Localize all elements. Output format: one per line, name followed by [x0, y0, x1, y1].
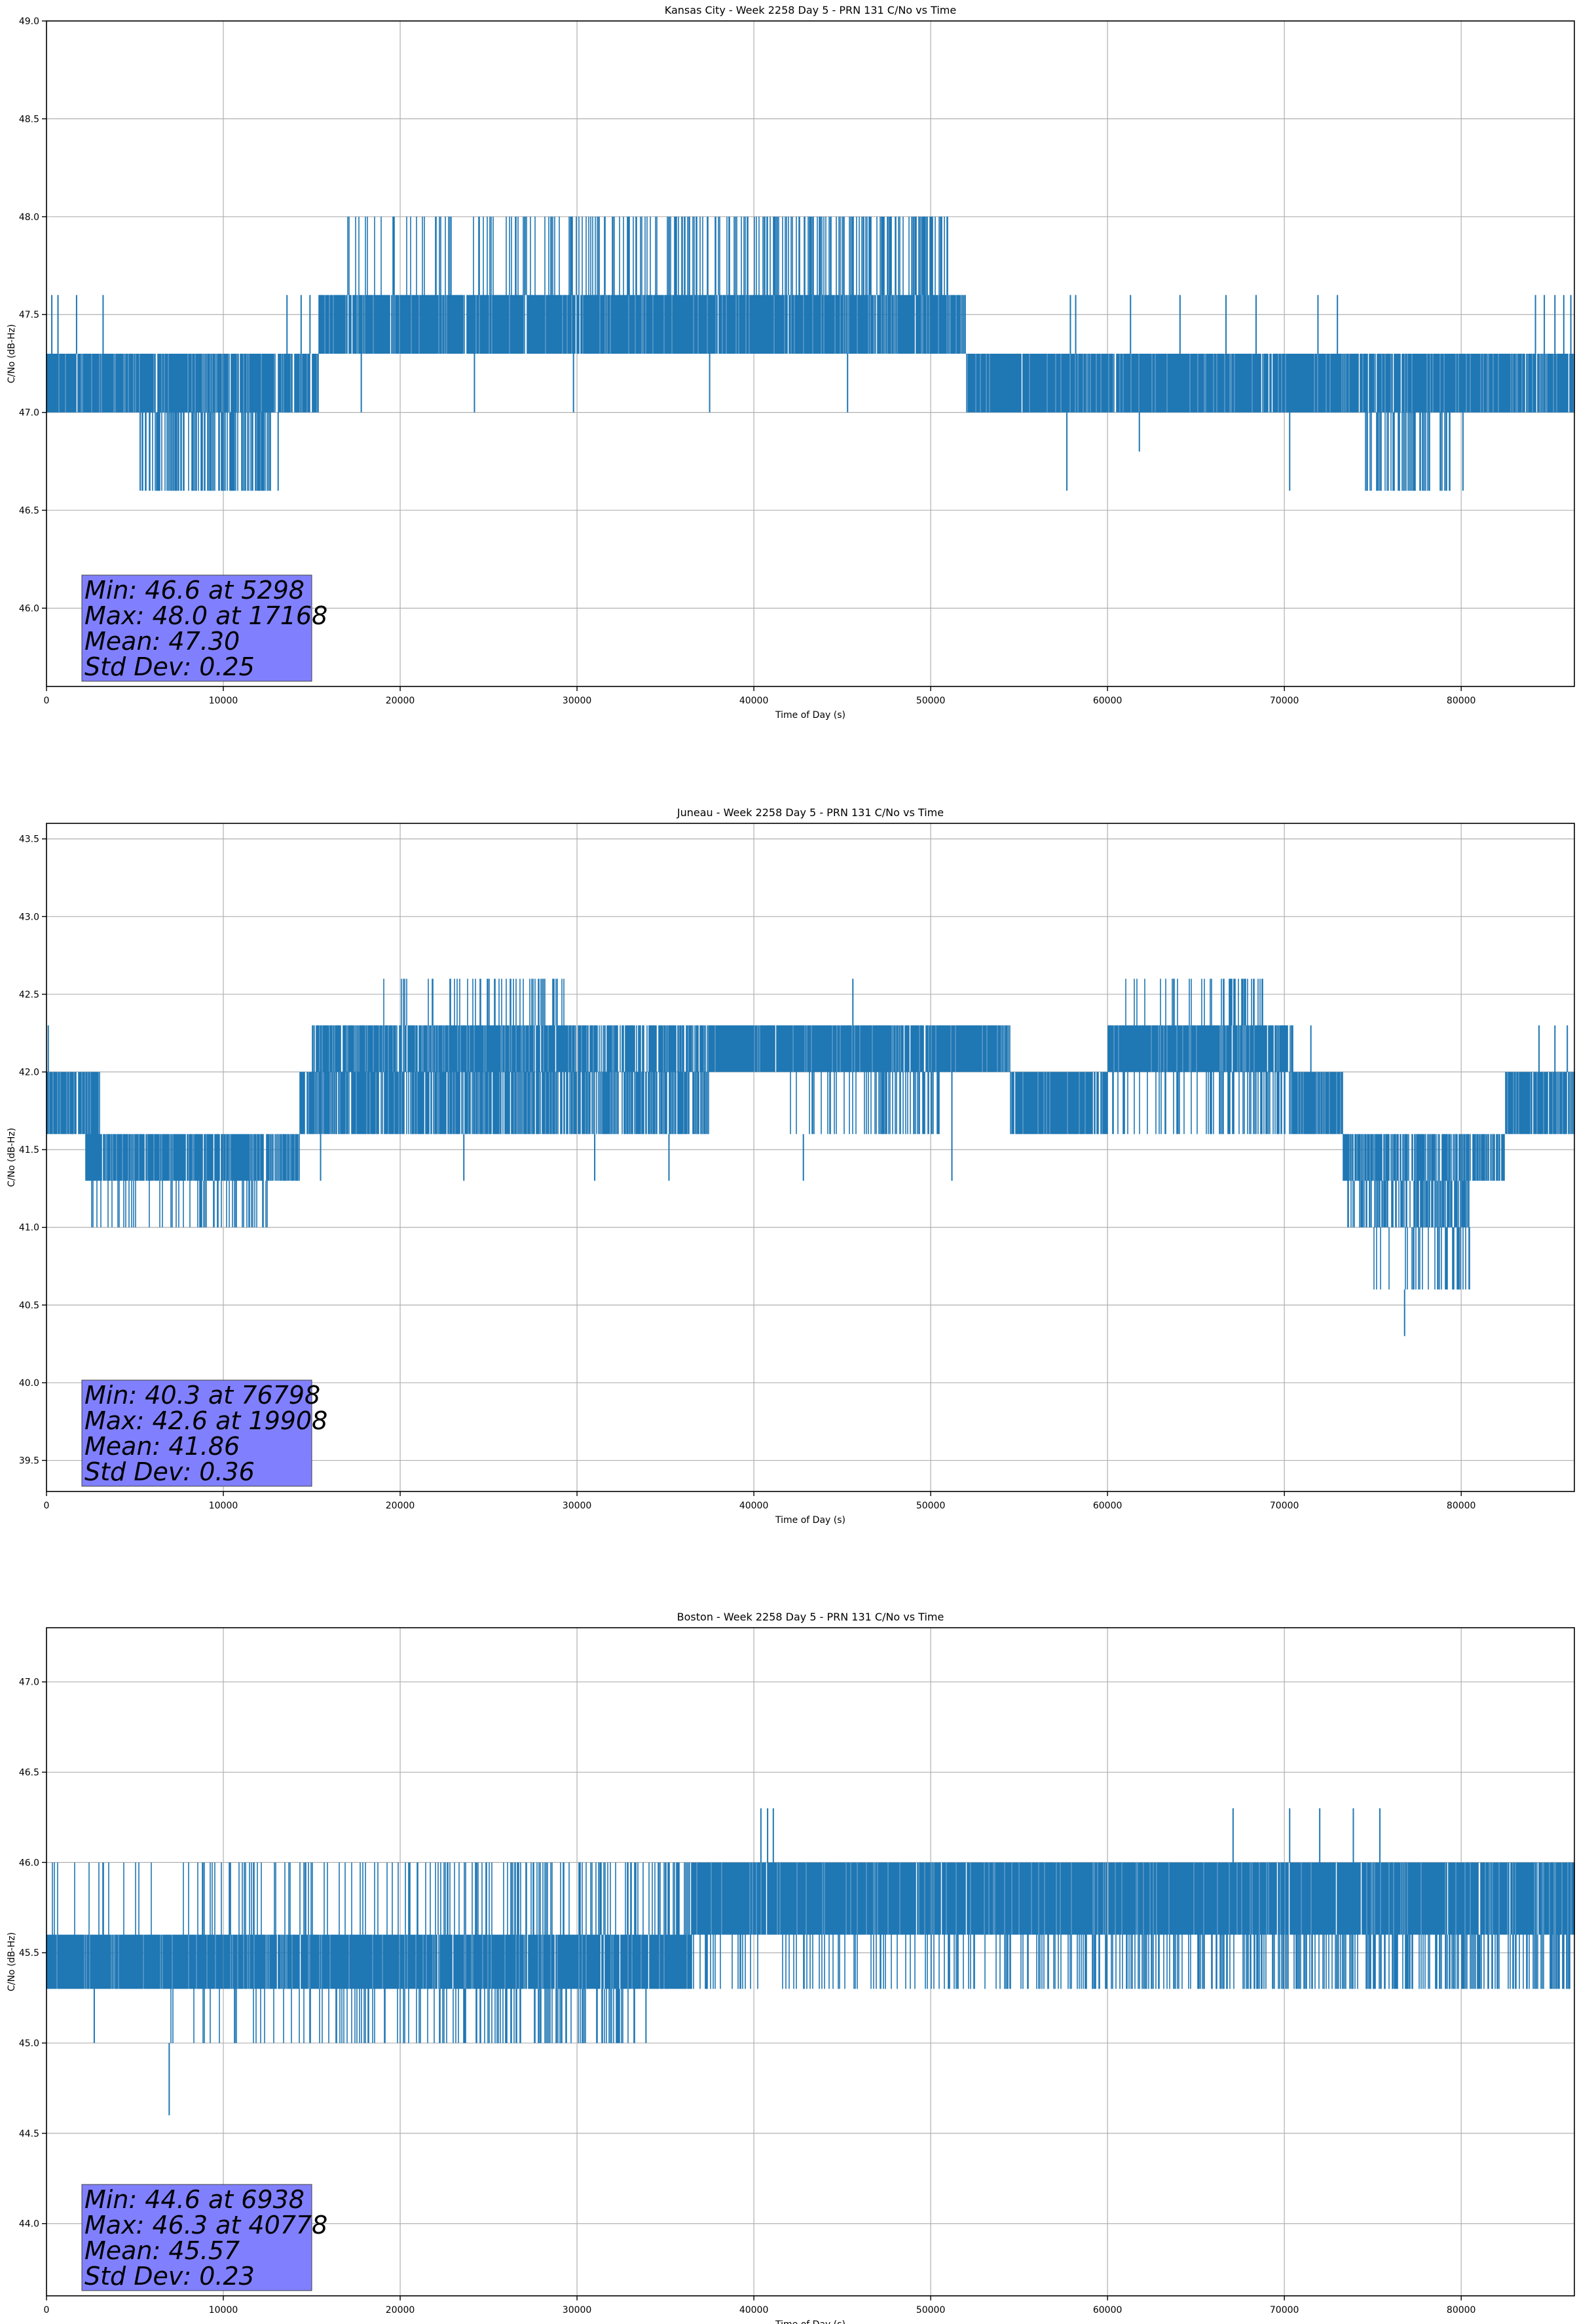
stats-line: Min: 44.6 at 6938	[84, 2185, 305, 2214]
y-axis-label: C/No (dB-Hz)	[7, 1932, 17, 1991]
y-tick-label: 41.0	[19, 1223, 39, 1233]
x-tick-label: 30000	[563, 1501, 592, 1511]
y-tick-label: 42.0	[19, 1068, 39, 1078]
x-tick-label: 40000	[739, 2305, 769, 2315]
stats-box-background	[81, 2184, 312, 2291]
chart-title: Juneau - Week 2258 Day 5 - PRN 131 C/No …	[677, 806, 944, 819]
x-tick-label: 10000	[209, 1501, 238, 1511]
axes-frame	[46, 1627, 1575, 2296]
y-tick-label: 39.5	[19, 1456, 39, 1467]
stats-line: Std Dev: 0.23	[84, 2262, 255, 2291]
x-tick-label: 40000	[739, 696, 769, 706]
x-tick-label: 70000	[1270, 696, 1299, 706]
x-tick-label: 10000	[209, 2305, 238, 2315]
stats-line: Min: 46.6 at 5298	[84, 576, 305, 605]
x-tick-label: 30000	[563, 2305, 592, 2315]
x-tick-label: 40000	[739, 1501, 769, 1511]
x-tick-label: 20000	[386, 696, 415, 706]
stats-line: Mean: 47.30	[84, 627, 240, 656]
chart-title: Kansas City - Week 2258 Day 5 - PRN 131 …	[665, 4, 956, 16]
y-tick-label: 48.5	[19, 114, 39, 124]
x-tick-label: 60000	[1093, 696, 1122, 706]
x-tick-label: 50000	[916, 2305, 946, 2315]
y-tick-label: 41.5	[19, 1145, 39, 1155]
x-tick-label: 80000	[1447, 1501, 1476, 1511]
x-tick-label: 60000	[1093, 2305, 1122, 2315]
chart-title: Boston - Week 2258 Day 5 - PRN 131 C/No …	[677, 1611, 944, 1623]
stats-line: Std Dev: 0.36	[84, 1457, 255, 1486]
y-tick-label: 49.0	[19, 16, 39, 27]
y-tick-label: 45.0	[19, 2038, 39, 2049]
stats-line: Max: 46.3 at 40778	[84, 2211, 327, 2240]
y-tick-label: 42.5	[19, 990, 39, 1000]
y-tick-label: 48.0	[19, 212, 39, 223]
x-tick-label: 50000	[916, 696, 946, 706]
x-tick-label: 60000	[1093, 1501, 1122, 1511]
x-tick-label: 70000	[1270, 1501, 1299, 1511]
stats-line: Mean: 45.57	[84, 2236, 240, 2265]
y-tick-label: 40.5	[19, 1300, 39, 1311]
x-axis-label: Time of Day (s)	[775, 710, 845, 721]
stats-line: Min: 40.3 at 76798	[84, 1381, 320, 1410]
x-axis-label: Time of Day (s)	[775, 2319, 845, 2324]
x-tick-label: 20000	[386, 1501, 415, 1511]
x-tick-label: 30000	[563, 696, 592, 706]
y-tick-label: 47.0	[19, 1677, 39, 1688]
x-tick-label: 80000	[1447, 2305, 1476, 2315]
x-tick-label: 20000	[386, 2305, 415, 2315]
stats-line: Mean: 41.86	[84, 1432, 240, 1461]
x-tick-label: 0	[44, 1501, 50, 1511]
y-tick-label: 43.0	[19, 912, 39, 922]
x-tick-label: 0	[44, 696, 50, 706]
stats-box-background	[81, 1379, 312, 1487]
stats-line: Std Dev: 0.25	[84, 652, 255, 681]
axes-frame	[46, 823, 1575, 1492]
x-axis-label: Time of Day (s)	[775, 1515, 845, 1526]
y-tick-label: 47.5	[19, 310, 39, 320]
y-tick-label: 46.0	[19, 1858, 39, 1868]
stats-line: Max: 48.0 at 17168	[84, 601, 327, 630]
stats-box-background	[81, 574, 312, 682]
y-tick-label: 46.5	[19, 1768, 39, 1778]
y-tick-label: 43.5	[19, 834, 39, 845]
x-tick-label: 70000	[1270, 2305, 1299, 2315]
x-tick-label: 50000	[916, 1501, 946, 1511]
x-tick-label: 10000	[209, 696, 238, 706]
axes-frame	[46, 20, 1575, 687]
y-tick-label: 44.0	[19, 2219, 39, 2230]
y-tick-label: 47.0	[19, 408, 39, 419]
y-tick-label: 40.0	[19, 1378, 39, 1389]
y-axis-label: C/No (dB-Hz)	[7, 324, 17, 383]
x-tick-label: 80000	[1447, 696, 1476, 706]
y-tick-label: 45.5	[19, 1948, 39, 1959]
stats-line: Max: 42.6 at 19908	[84, 1406, 327, 1435]
x-tick-label: 0	[44, 2305, 50, 2315]
y-tick-label: 44.5	[19, 2129, 39, 2139]
y-tick-label: 46.0	[19, 603, 39, 614]
y-axis-label: C/No (dB-Hz)	[7, 1128, 17, 1187]
y-tick-label: 46.5	[19, 506, 39, 516]
